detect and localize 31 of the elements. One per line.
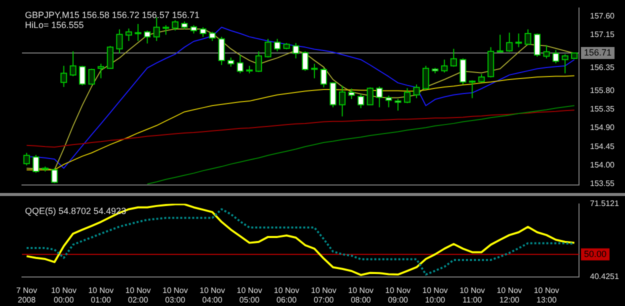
y-tick-label: 154.00 xyxy=(590,160,616,170)
x-tick-label: 10 Nov 01:00 xyxy=(88,286,114,304)
chart-title: GBPJPY,M15 156.58 156.72 156.57 156.71 xyxy=(25,10,200,20)
x-tick-label: 10 Nov 06:00 xyxy=(274,286,300,304)
y-tick-label: 154.45 xyxy=(590,142,616,151)
y-tick-label: 154.90 xyxy=(590,123,616,132)
y-tick-label: 71.5121 xyxy=(590,199,620,208)
x-tick-label: 10 Nov 11:00 xyxy=(460,286,485,304)
x-tick-label: 10 Nov 09:00 xyxy=(385,286,411,304)
y-tick-label: 155.35 xyxy=(590,104,616,114)
chart-title: QQE(5) 54.8702 54.4923 xyxy=(25,206,126,216)
y-tick-label: 157.60 xyxy=(590,11,616,20)
y-tick-label: 155.80 xyxy=(590,86,616,95)
x-tick-label: 10 Nov 03:00 xyxy=(162,286,188,304)
x-tick-label: 10 Nov 12:00 xyxy=(496,286,522,304)
x-tick-label: 10 Nov 13:00 xyxy=(534,286,560,304)
ref-line-label: 156.71 xyxy=(584,47,612,58)
y-tick-label: 156.35 xyxy=(590,63,616,72)
x-tick-label: 10 Nov 07:00 xyxy=(311,286,336,304)
x-tick-label: 7 Nov 2008 xyxy=(16,286,38,304)
x-tick-label: 10 Nov 05:00 xyxy=(236,286,262,304)
y-tick-label: 40.4251 xyxy=(590,272,620,282)
x-tick-label: 10 Nov 00:00 xyxy=(51,286,76,304)
text: HiLo= 156.555 xyxy=(25,20,84,30)
x-tick-label: 10 Nov 02:00 xyxy=(125,286,151,304)
x-tick-label: 10 Nov 10:00 xyxy=(422,286,448,304)
y-tick-label: 157.15 xyxy=(590,30,616,39)
y-tick-label: 153.55 xyxy=(590,179,616,188)
ref-line-label: 50.00 xyxy=(584,248,607,259)
x-tick-label: 10 Nov 08:00 xyxy=(348,286,374,304)
x-tick-label: 10 Nov 04:00 xyxy=(200,286,225,304)
